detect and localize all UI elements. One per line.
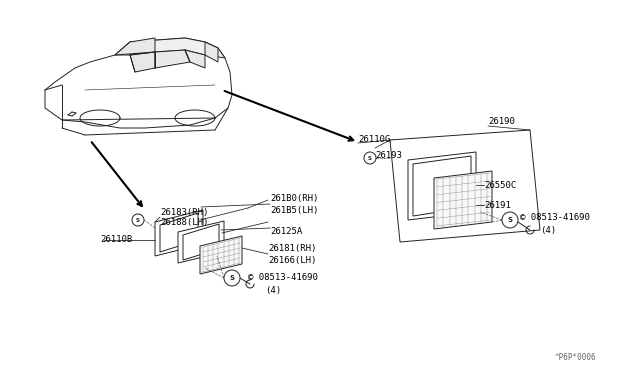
Text: 26188(LH): 26188(LH) [160, 218, 209, 228]
Text: 26183(RH): 26183(RH) [160, 208, 209, 217]
Polygon shape [130, 52, 155, 72]
Text: 26166(LH): 26166(LH) [268, 256, 316, 264]
Polygon shape [45, 38, 232, 128]
Text: 26125A: 26125A [270, 228, 302, 237]
Polygon shape [178, 221, 224, 263]
Text: S: S [136, 218, 140, 222]
Polygon shape [200, 236, 242, 274]
Polygon shape [155, 210, 203, 256]
Circle shape [224, 270, 240, 286]
Text: S: S [230, 275, 234, 281]
Circle shape [502, 212, 518, 228]
Text: 261B0(RH): 261B0(RH) [270, 193, 318, 202]
Polygon shape [205, 42, 218, 62]
Polygon shape [408, 152, 476, 220]
Polygon shape [434, 171, 492, 229]
Polygon shape [390, 130, 540, 242]
Text: (4): (4) [265, 285, 281, 295]
Polygon shape [160, 213, 198, 252]
Text: 261B5(LH): 261B5(LH) [270, 205, 318, 215]
Text: 26110G: 26110G [358, 135, 390, 144]
Text: (4): (4) [540, 225, 556, 234]
Text: S: S [368, 155, 372, 160]
Text: © 08513-41690: © 08513-41690 [248, 273, 318, 282]
Circle shape [132, 214, 144, 226]
Polygon shape [185, 50, 205, 68]
Polygon shape [413, 156, 471, 216]
Text: © 08513-41690: © 08513-41690 [520, 214, 590, 222]
Text: ^P6P*0006: ^P6P*0006 [554, 353, 596, 362]
Circle shape [364, 152, 376, 164]
Polygon shape [183, 224, 219, 260]
Text: S: S [508, 217, 513, 223]
Text: 26191: 26191 [484, 201, 511, 209]
Text: 26181(RH): 26181(RH) [268, 244, 316, 253]
Polygon shape [115, 38, 155, 55]
Text: 26110B: 26110B [100, 235, 132, 244]
Text: 26193: 26193 [375, 151, 402, 160]
Polygon shape [155, 50, 190, 68]
Polygon shape [115, 38, 225, 58]
Text: 26550C: 26550C [484, 180, 516, 189]
Text: 26190: 26190 [488, 118, 515, 126]
